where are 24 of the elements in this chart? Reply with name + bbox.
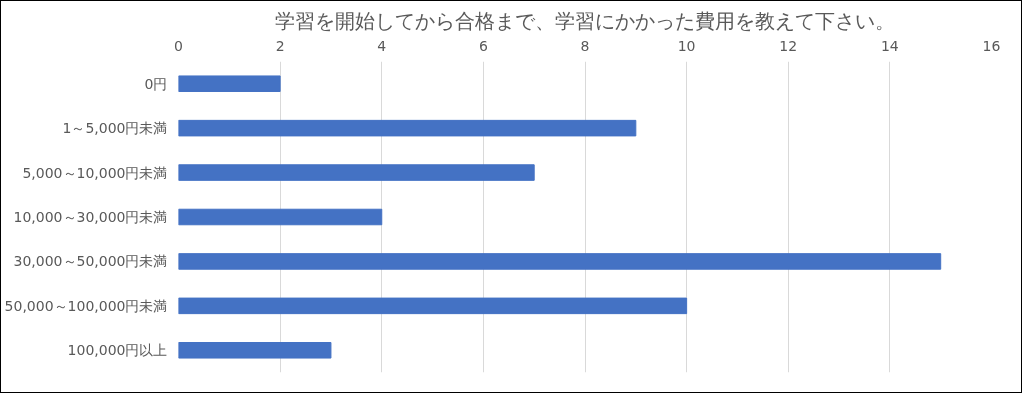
chart-title: 学習を開始してから合格まで、学習にかかった費用を教えて下さい。 — [275, 8, 895, 33]
x-tick-label: 16 — [982, 37, 1001, 54]
x-tick-label: 0 — [174, 37, 183, 54]
y-tick-label: 100,000円以上 — [67, 342, 168, 359]
y-tick-label: 5,000～10,000円未満 — [22, 164, 168, 181]
x-tick-label: 8 — [580, 37, 590, 54]
x-tick-label: 4 — [377, 37, 387, 54]
bar — [178, 119, 637, 137]
y-tick-label: 50,000～100,000円未満 — [4, 297, 168, 314]
bar — [178, 253, 942, 270]
bar — [178, 342, 332, 359]
x-tick-label: 6 — [478, 37, 488, 54]
bar — [178, 75, 281, 92]
x-tick-label: 14 — [880, 37, 899, 54]
x-tick-label: 12 — [779, 37, 798, 54]
y-tick-label: 0円 — [144, 75, 168, 92]
x-tick-label: 2 — [275, 37, 285, 54]
bar — [178, 164, 535, 181]
bar — [178, 297, 688, 315]
x-tick-label: 10 — [677, 37, 696, 54]
y-tick-label: 1～5,000円未満 — [62, 120, 168, 137]
y-tick-label: 10,000～30,000円未満 — [13, 209, 168, 225]
y-tick-label: 30,000～50,000円未満 — [13, 253, 168, 270]
bar — [178, 208, 383, 226]
